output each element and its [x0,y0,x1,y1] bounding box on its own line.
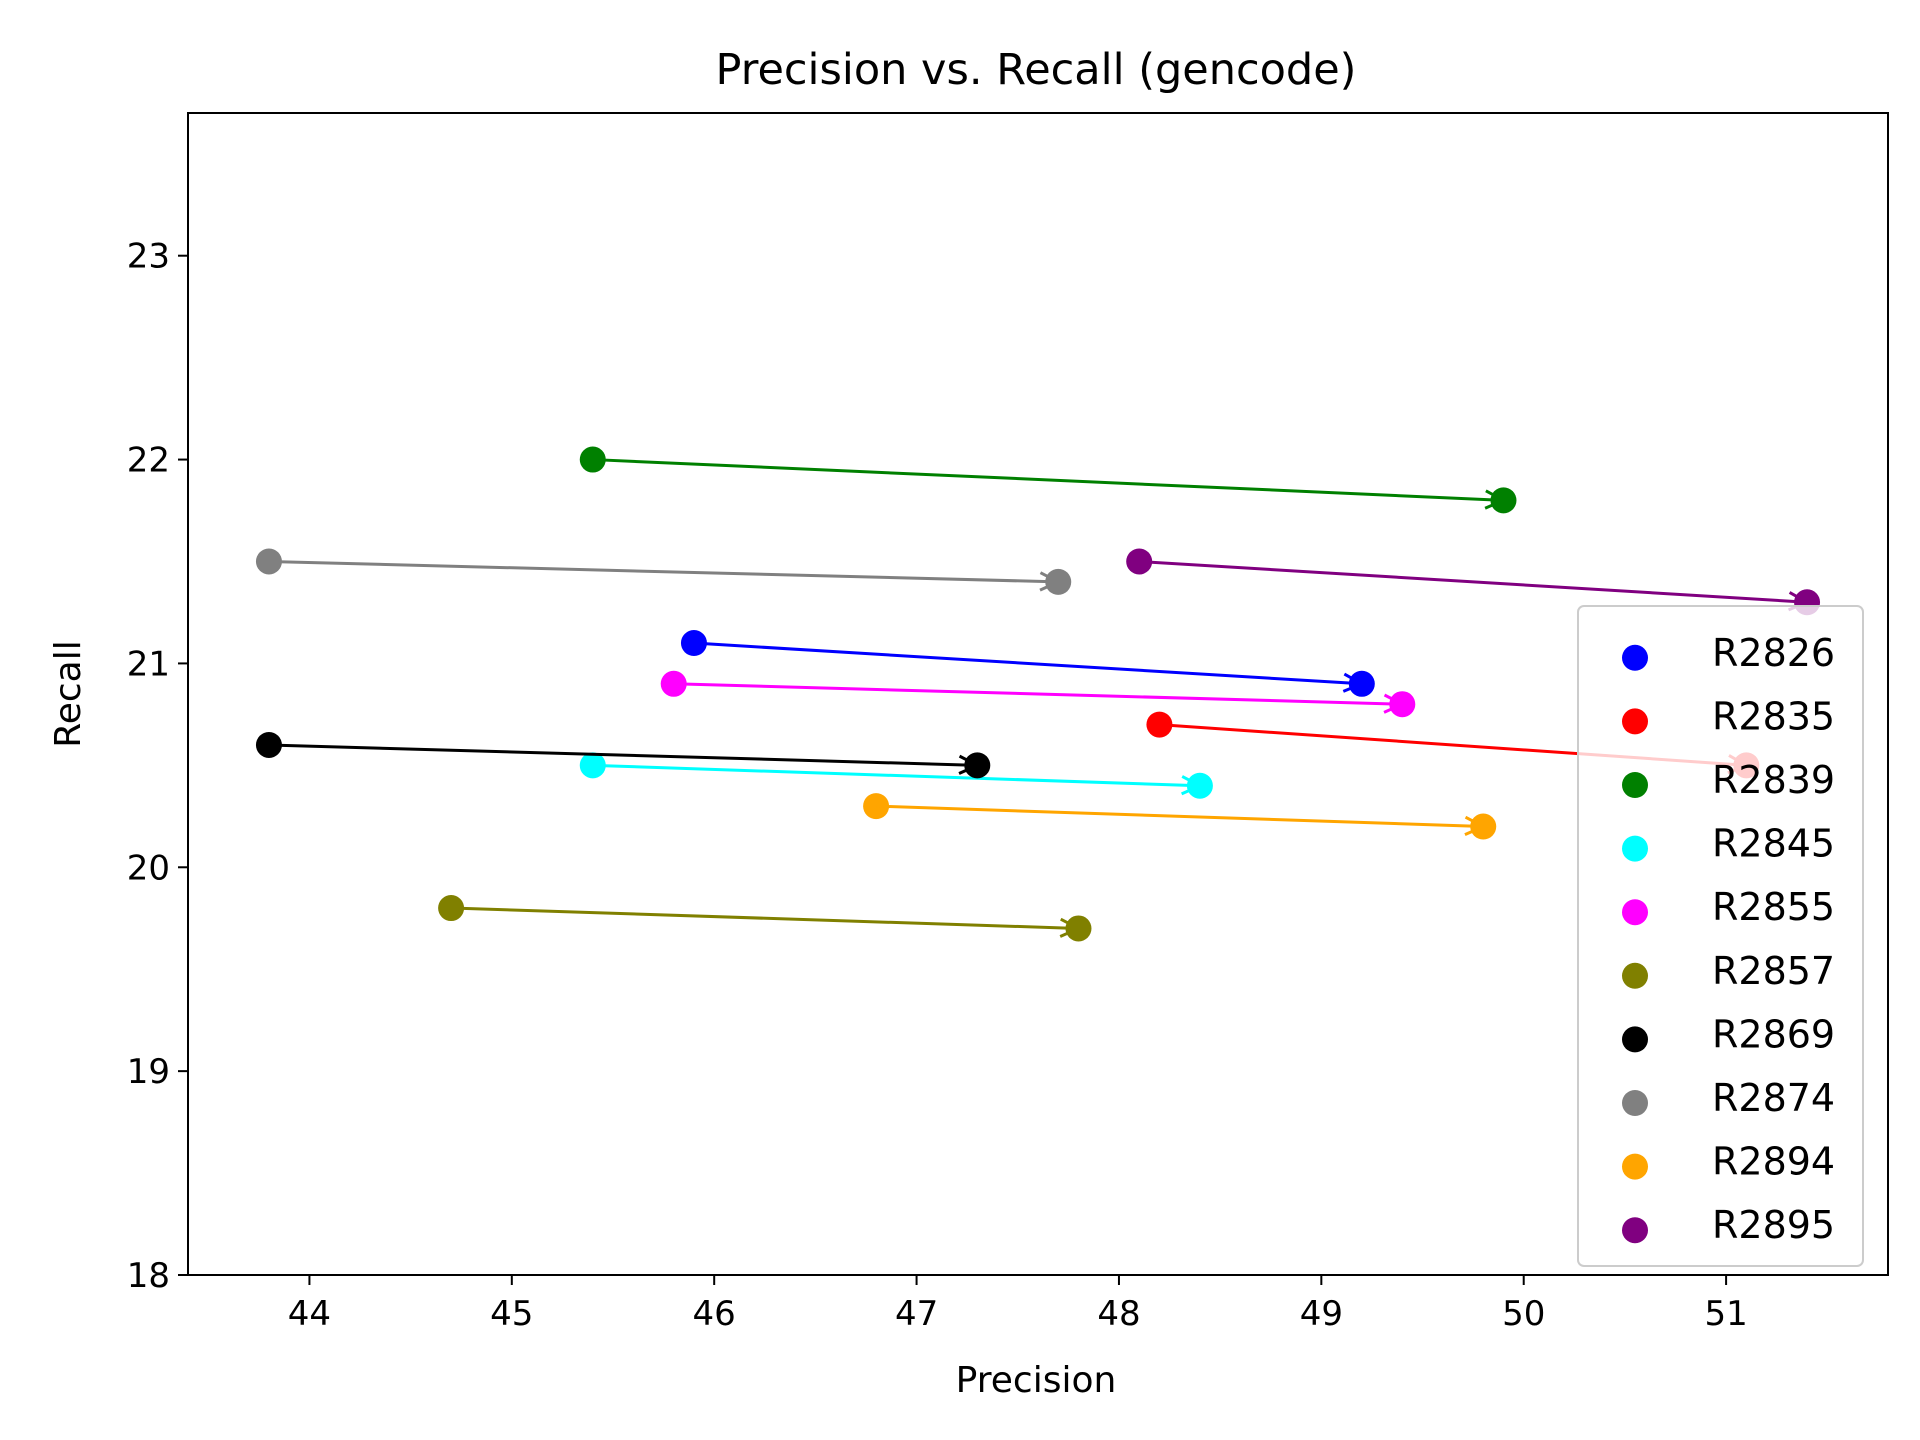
legend-label-R2894: R2894 [1712,1140,1835,1184]
x-tick-label: 49 [1300,1294,1343,1334]
plot-area [187,112,1889,1276]
x-tick-label: 48 [1097,1294,1140,1334]
series-R2855 [660,670,1416,718]
x-axis-label: Precision [956,1360,1117,1401]
legend-label-R2826: R2826 [1712,631,1835,675]
legend-marker-R2874 [1622,1090,1648,1116]
x-tick-label: 46 [693,1294,736,1334]
legend-label-R2895: R2895 [1712,1203,1835,1247]
arrow-head-R2845 [1181,775,1204,796]
series-R2839 [579,446,1517,514]
legend-label-R2845: R2845 [1712,822,1835,866]
legend-marker-R2839 [1622,772,1648,798]
legend-frame [1577,605,1864,1267]
y-axis: 18 19 20 21 22 23 [127,237,188,1296]
y-tick-label: 21 [127,644,170,684]
arrow-head-R2894 [1464,815,1487,836]
legend-marker-R2869 [1622,1026,1648,1053]
arrow-head-R2869 [958,754,981,775]
legend-marker-R2855 [1622,899,1648,926]
legend-label-R2855: R2855 [1712,885,1835,929]
legend-label-R2857: R2857 [1712,949,1835,993]
arrow-head-R2857 [1059,917,1082,938]
y-tick-label: 20 [127,848,170,888]
arrow-head-R2855 [1383,693,1406,714]
arrow-line-R2845 [592,763,1200,788]
y-tick-label: 19 [127,1052,170,1092]
y-tick-label: 23 [127,237,170,277]
series-R2857 [438,895,1092,942]
legend-marker-R2894 [1622,1153,1648,1180]
y-tick-label: 22 [127,441,170,481]
legend-marker-R2857 [1622,962,1648,989]
legend-marker-R2895 [1622,1217,1648,1244]
arrow-line-R2839 [592,458,1504,502]
x-tick-label: 51 [1704,1294,1747,1334]
arrow-line-R2826 [693,641,1362,686]
x-tick-label: 47 [895,1294,938,1334]
arrow-head-R2839 [1484,489,1507,510]
chart-title: Precision vs. Recall (gencode) [716,45,1357,95]
legend-label-R2869: R2869 [1712,1012,1835,1056]
legend-marker-R2845 [1622,835,1648,862]
series-R2874 [255,548,1072,595]
arrow-head-R2874 [1039,571,1062,592]
legend-marker-R2835 [1622,708,1648,735]
series-R2826 [680,630,1375,697]
x-axis: 44 45 46 47 48 49 50 51 [288,1275,1748,1334]
series-R2845 [579,752,1213,799]
legend-label-R2874: R2874 [1712,1076,1835,1120]
y-tick-label: 18 [127,1256,170,1296]
arrow-line-R2855 [673,682,1403,706]
legend-label-R2839: R2839 [1712,758,1835,802]
arrow-line-R2869 [268,743,978,767]
legend-label-R2835: R2835 [1712,694,1835,738]
arrow-line-R2894 [876,804,1484,829]
x-tick-label: 45 [490,1294,533,1334]
series-R2869 [255,731,991,779]
arrow-line-R2874 [268,559,1059,584]
x-tick-label: 44 [288,1294,331,1334]
series-R2894 [863,793,1497,840]
arrow-line-R2895 [1139,559,1808,604]
arrow-line-R2857 [451,906,1079,930]
legend-marker-R2826 [1622,644,1648,671]
x-tick-label: 50 [1502,1294,1545,1334]
legend: R2826 R2835 R2839 R2845 R2855 R2857 R2869 R2874… [1577,605,1864,1267]
arrow-head-R2826 [1342,672,1366,693]
y-axis-label: Recall [48,640,89,747]
